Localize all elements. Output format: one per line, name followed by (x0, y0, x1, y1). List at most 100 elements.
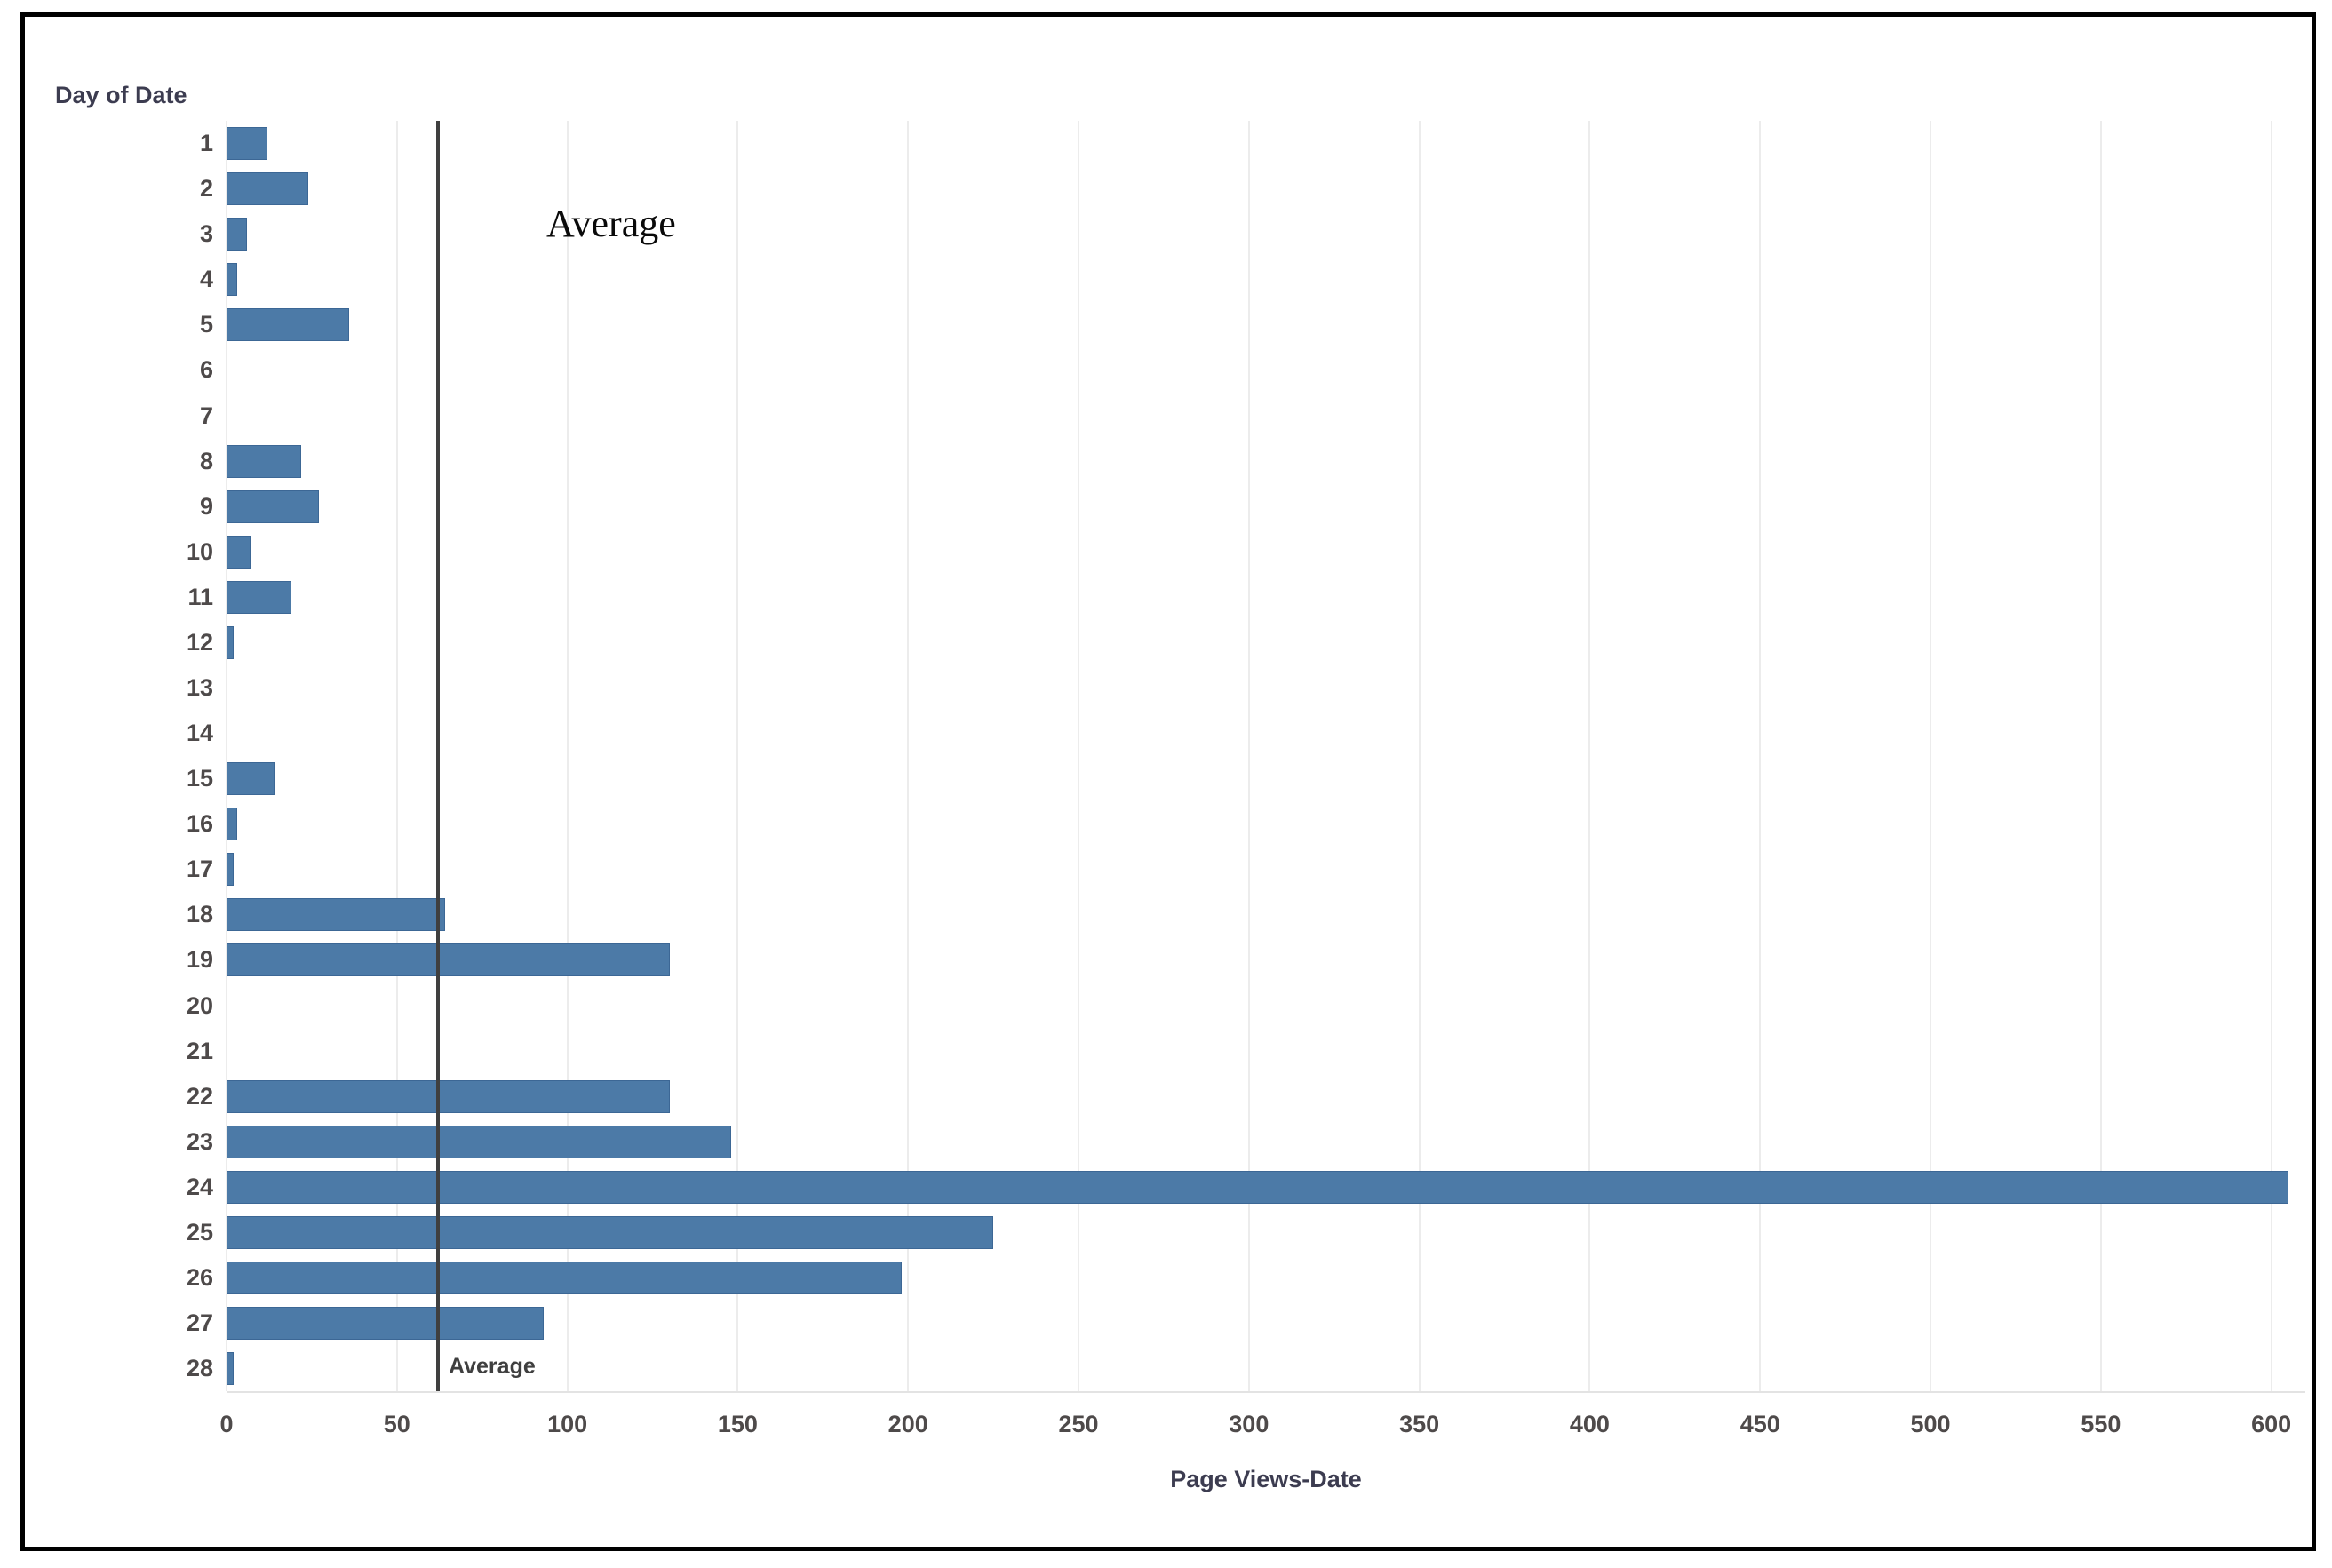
gridline-x-300 (1247, 121, 1250, 1391)
bar-row-day-23 (227, 1119, 2305, 1165)
y-tick-label-8: 8 (199, 447, 213, 474)
y-axis-header: Day of Date (55, 82, 187, 108)
bar-row-day-8 (227, 439, 2305, 484)
bar-day-16[interactable] (227, 808, 237, 841)
bar-day-28[interactable] (227, 1352, 234, 1386)
gridline-x-250 (1078, 121, 1080, 1391)
y-tick-label-11: 11 (187, 583, 213, 610)
y-tick-label-25: 25 (186, 1218, 213, 1246)
x-tick-label-400: 400 (1569, 1411, 1610, 1437)
y-tick-label-15: 15 (186, 765, 213, 792)
bar-row-day-3 (227, 211, 2305, 257)
bar-row-day-5 (227, 302, 2305, 347)
bar-row-day-26 (227, 1255, 2305, 1301)
y-tick-label-19: 19 (186, 946, 213, 974)
bar-row-day-19 (227, 937, 2305, 983)
bar-row-day-14 (227, 711, 2305, 756)
bar-row-day-27 (227, 1301, 2305, 1346)
bar-row-day-11 (227, 575, 2305, 620)
bar-day-15[interactable] (227, 762, 275, 796)
y-axis-labels: 1 2 3 4 5 6 7 8 9 10 11 12 13 14 15 16 17 18 19 20 21 22 23 24 2… (0, 121, 213, 1391)
x-tick-label-0: 0 (219, 1411, 234, 1437)
bar-day-4[interactable] (227, 263, 237, 297)
y-tick-label-20: 20 (186, 991, 213, 1019)
bar-day-26[interactable] (227, 1261, 902, 1294)
bar-row-day-1 (227, 121, 2305, 166)
bar-day-10[interactable] (227, 535, 251, 569)
bar-row-day-13 (227, 665, 2305, 711)
bar-day-9[interactable] (227, 490, 319, 523)
x-axis-ticks: 0 50 100 150 200 250 300 350 400 450 500 550 600 (219, 1411, 2305, 1446)
gridline-x-550 (2099, 121, 2102, 1391)
chart-outer-frame (20, 12, 2316, 1551)
gridline-x-500 (1930, 121, 1932, 1391)
y-tick-label-26: 26 (186, 1263, 213, 1291)
y-tick-label-4: 4 (199, 266, 213, 293)
bar-row-day-24 (227, 1165, 2305, 1210)
bar-row-day-9 (227, 484, 2305, 529)
bar-day-19[interactable] (227, 943, 670, 977)
bar-row-day-2 (227, 166, 2305, 211)
bar-row-day-20 (227, 983, 2305, 1028)
x-tick-label-200: 200 (887, 1411, 928, 1437)
x-tick-label-50: 50 (383, 1411, 410, 1437)
bar-day-23[interactable] (227, 1125, 731, 1158)
average-line-label: Average (449, 1354, 536, 1379)
bar-row-day-6 (227, 347, 2305, 393)
gridline-x-400 (1588, 121, 1591, 1391)
bar-day-24[interactable] (227, 1170, 2288, 1204)
y-tick-label-21: 21 (186, 1037, 213, 1064)
y-tick-label-10: 10 (186, 537, 213, 565)
bar-day-25[interactable] (227, 1215, 994, 1249)
gridline-x-50 (395, 121, 398, 1391)
bar-day-3[interactable] (227, 218, 248, 251)
bar-day-11[interactable] (227, 580, 291, 614)
bar-row-day-10 (227, 529, 2305, 575)
bar-day-2[interactable] (227, 172, 309, 206)
y-tick-label-17: 17 (186, 856, 213, 883)
bar-day-22[interactable] (227, 1079, 670, 1113)
gridline-x-0 (226, 121, 227, 1391)
bar-row-day-28 (227, 1346, 2305, 1391)
y-tick-label-2: 2 (199, 175, 213, 203)
gridline-x-150 (736, 121, 739, 1391)
gridline-x-100 (566, 121, 569, 1391)
y-tick-label-24: 24 (186, 1173, 213, 1200)
bar-row-day-12 (227, 620, 2305, 665)
x-tick-label-350: 350 (1399, 1411, 1440, 1437)
gridline-x-450 (1759, 121, 1762, 1391)
bar-day-1[interactable] (227, 127, 268, 161)
bar-row-day-21 (227, 1029, 2305, 1074)
y-tick-label-9: 9 (199, 492, 213, 520)
bar-row-day-22 (227, 1074, 2305, 1119)
y-tick-label-5: 5 (199, 311, 213, 338)
x-tick-label-250: 250 (1058, 1411, 1099, 1437)
y-tick-label-7: 7 (199, 402, 213, 429)
y-tick-label-27: 27 (186, 1309, 213, 1337)
y-tick-label-28: 28 (186, 1355, 213, 1382)
x-axis-title: Page Views-Date (1170, 1466, 1362, 1492)
bar-row-day-15 (227, 756, 2305, 801)
x-tick-label-600: 600 (2251, 1411, 2292, 1437)
average-reference-line (435, 121, 440, 1391)
bar-row-day-7 (227, 393, 2305, 438)
bar-row-day-17 (227, 847, 2305, 892)
bar-row-day-4 (227, 257, 2305, 302)
x-tick-label-100: 100 (547, 1411, 588, 1437)
bar-day-27[interactable] (227, 1307, 544, 1341)
y-tick-label-23: 23 (186, 1127, 213, 1155)
x-tick-label-550: 550 (2081, 1411, 2121, 1437)
bar-row-day-25 (227, 1210, 2305, 1255)
bar-day-12[interactable] (227, 625, 234, 659)
y-tick-label-1: 1 (199, 130, 213, 157)
y-tick-label-3: 3 (199, 220, 213, 248)
x-tick-label-300: 300 (1229, 1411, 1269, 1437)
x-tick-label-450: 450 (1739, 1411, 1780, 1437)
y-tick-label-14: 14 (186, 720, 213, 747)
y-tick-label-12: 12 (186, 628, 213, 656)
bar-day-18[interactable] (227, 898, 445, 932)
gridline-x-350 (1418, 121, 1421, 1391)
bar-day-8[interactable] (227, 444, 302, 478)
bar-day-5[interactable] (227, 308, 350, 342)
bar-day-17[interactable] (227, 853, 234, 887)
